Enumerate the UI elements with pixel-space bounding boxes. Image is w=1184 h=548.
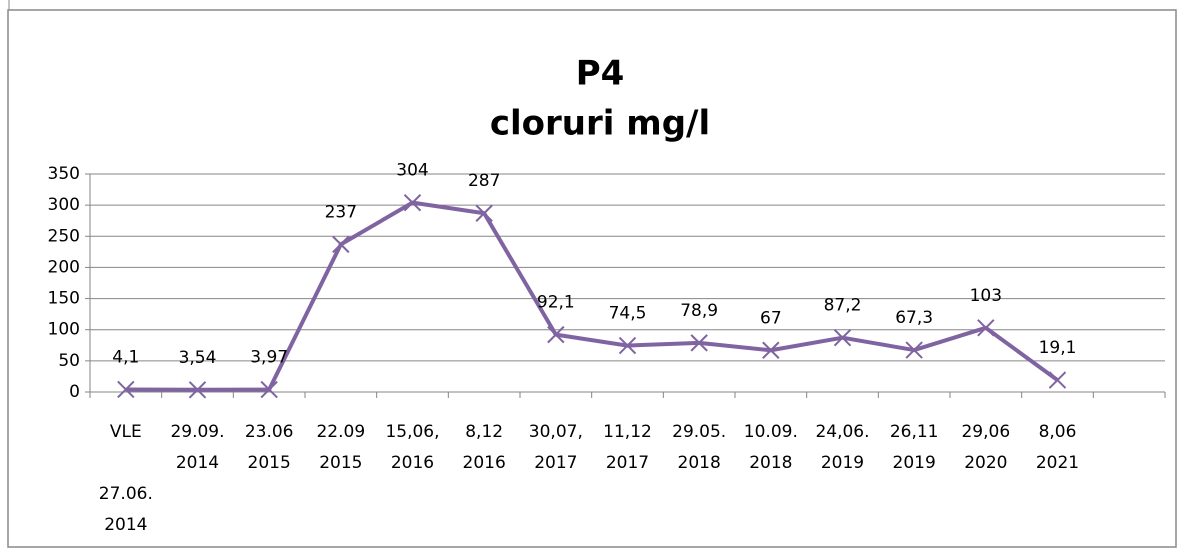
marker: [762, 341, 780, 359]
marker: [475, 204, 493, 222]
marker: [1048, 371, 1067, 389]
x-tick-label: 22.09 2015: [316, 422, 365, 473]
y-tick-label: 300: [48, 195, 80, 215]
x-tick-label: 29.05. 2018: [672, 422, 726, 473]
chart-title: P4: [576, 54, 625, 94]
data-label: 4,1: [112, 347, 139, 367]
x-tick-label: VLE 27.06. 2014: [99, 422, 153, 535]
data-label: 67: [760, 308, 782, 328]
chart-frame: [7, 9, 1177, 548]
data-label: 103: [970, 286, 1002, 306]
marker: [905, 341, 923, 359]
y-tick-label: 250: [48, 226, 80, 246]
x-tick-label: 10.09. 2018: [744, 422, 798, 473]
x-tick-label: 8,06 2021: [1036, 422, 1079, 473]
marker: [117, 380, 135, 399]
y-tick-label: 50: [58, 351, 80, 371]
data-label: 92,1: [537, 293, 575, 313]
data-label: 304: [396, 161, 428, 181]
marker: [547, 325, 565, 344]
y-tick-label: 100: [48, 320, 80, 340]
x-tick-label: 23.06 2015: [245, 422, 294, 473]
marker: [403, 193, 422, 212]
y-tick-label: 200: [48, 257, 80, 277]
y-tick-label: 0: [69, 382, 80, 402]
marker: [977, 319, 995, 337]
data-label: 67,3: [895, 308, 933, 328]
marker: [833, 328, 852, 347]
data-label: 237: [325, 202, 357, 222]
data-label: 74,5: [609, 304, 647, 324]
marker: [332, 235, 350, 254]
y-tick-label: 350: [48, 164, 80, 184]
x-tick-label: 30,07, 2017: [529, 422, 583, 473]
x-tick-label: 11,12 2017: [603, 422, 652, 473]
data-label: 78,9: [680, 301, 718, 321]
x-tick-label: 29,06 2020: [961, 422, 1010, 473]
data-label: 3,54: [179, 348, 217, 368]
data-label: 3,97: [250, 348, 288, 368]
chart-subtitle: cloruri mg/l: [490, 104, 710, 144]
y-tick-label: 150: [48, 289, 80, 309]
data-label: 87,2: [824, 296, 862, 316]
data-label: 287: [468, 171, 500, 191]
x-tick-label: 29.09. 2014: [170, 422, 224, 473]
x-tick-label: 8,12 2016: [463, 422, 506, 473]
marker: [260, 380, 278, 399]
marker: [618, 336, 637, 355]
x-tick-label: 15,06, 2016: [385, 422, 439, 473]
data-label: 19,1: [1039, 338, 1077, 358]
x-tick-label: 26,11 2019: [890, 422, 939, 473]
marker: [690, 334, 708, 352]
x-tick-label: 24,06. 2019: [815, 422, 869, 473]
marker: [188, 381, 207, 399]
series-line: [125, 200, 1059, 392]
